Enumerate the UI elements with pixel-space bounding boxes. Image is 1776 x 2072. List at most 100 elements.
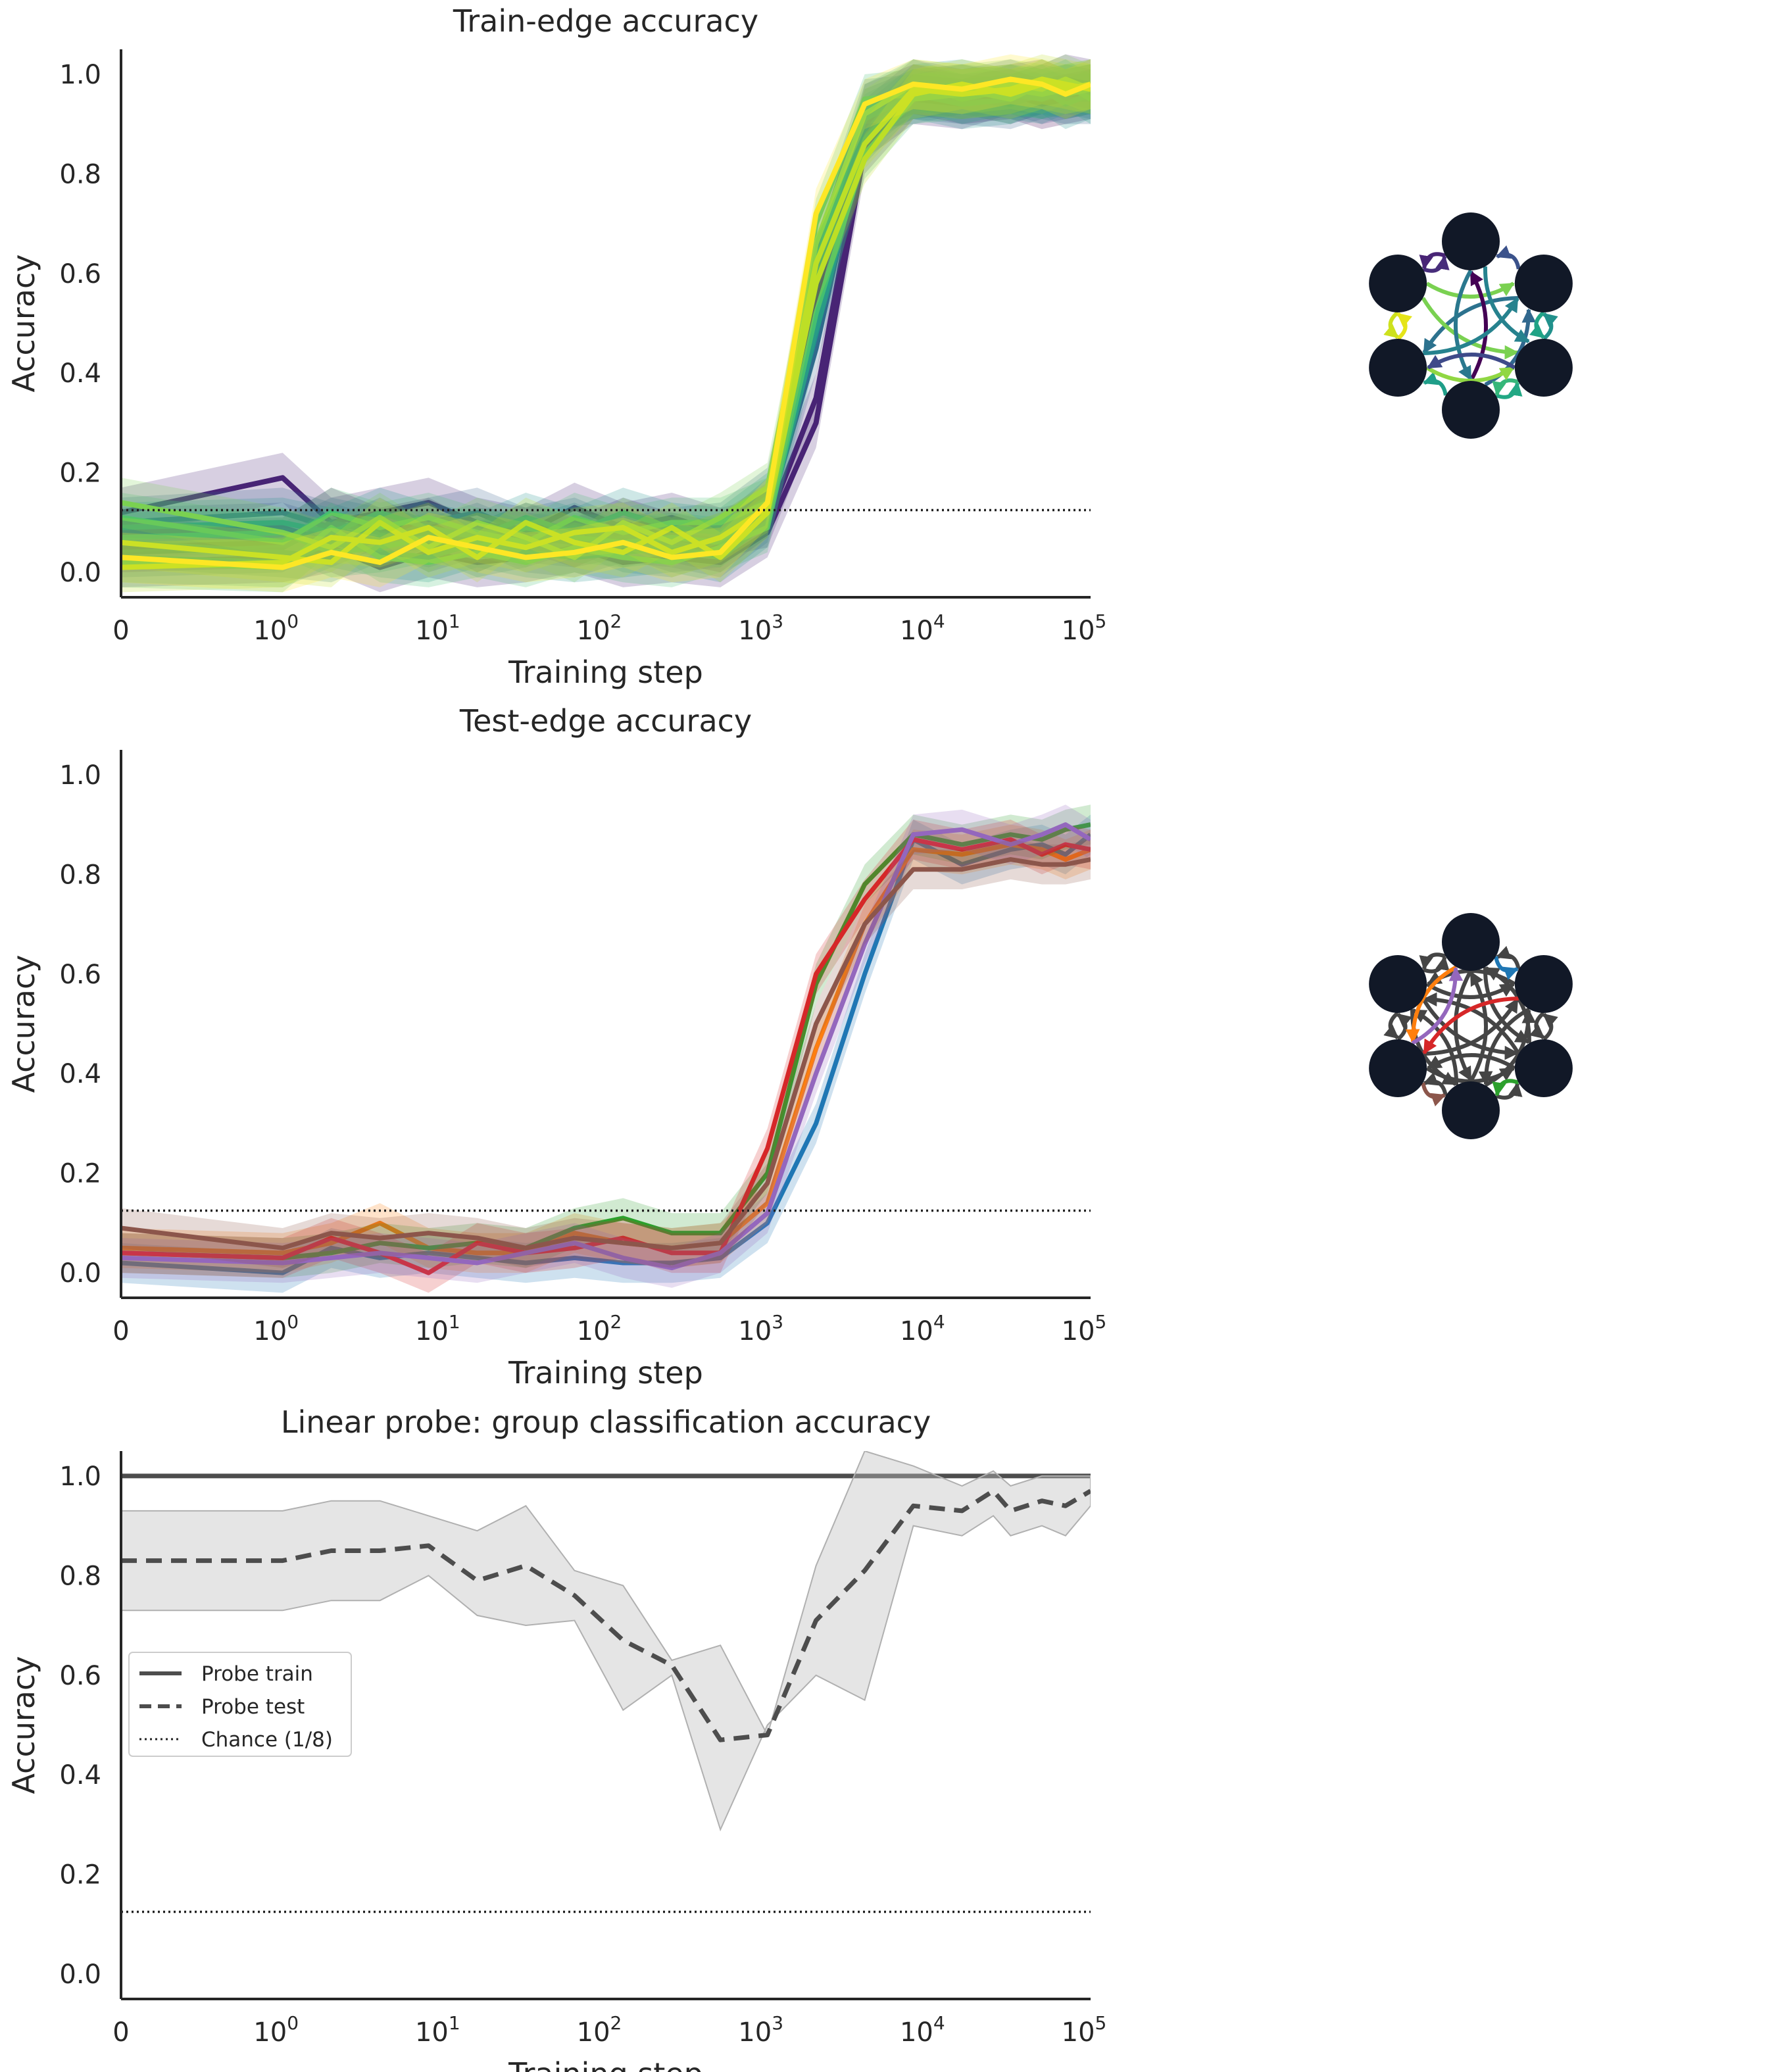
legend-label-probe-train: Probe train xyxy=(201,1662,313,1686)
graph-edge xyxy=(1411,966,1464,1045)
graph-node xyxy=(1442,913,1500,971)
y-tick-label: 0.6 xyxy=(59,259,101,289)
graph-edge xyxy=(1422,992,1521,1055)
series-band xyxy=(121,59,1091,593)
graph-node xyxy=(1369,1039,1427,1097)
x-tick-label: 104 xyxy=(900,2012,945,2048)
graph-edge xyxy=(1495,946,1521,970)
x-tick-label: 100 xyxy=(253,1311,299,1346)
series-band xyxy=(121,1451,1091,1832)
series-line xyxy=(121,857,1091,1250)
y-axis-label: Accuracy xyxy=(6,954,41,1093)
x-tick-label: 101 xyxy=(415,610,460,646)
legend-label-chance: Chance (1/8) xyxy=(201,1728,333,1752)
x-tick-label: 102 xyxy=(577,2012,622,2048)
graph-edge xyxy=(1483,266,1530,343)
x-tick-label: 100 xyxy=(253,2012,299,2048)
y-tick-label: 0.6 xyxy=(59,960,101,990)
plot-area xyxy=(121,1451,1091,1832)
series-band xyxy=(121,820,1091,1293)
chart-title: Linear probe: group classification accur… xyxy=(281,1404,931,1440)
series-band xyxy=(121,54,1091,583)
train-accuracy-panel: Train-edge accuracy 0.0 0.2 0.4 0.6 0.8 1.0 0 10… xyxy=(6,3,1106,690)
graph-edge xyxy=(1484,308,1537,387)
x-tick-label: 0 xyxy=(112,1316,129,1346)
graph-edge xyxy=(1419,252,1446,270)
x-tick-label: 103 xyxy=(738,2012,783,2048)
series-band xyxy=(121,59,1091,568)
graph-node xyxy=(1369,255,1427,312)
graph-node xyxy=(1514,955,1573,1013)
x-axis-label: Training step xyxy=(508,2056,703,2072)
series-band xyxy=(121,59,1091,593)
graph-edge xyxy=(1383,1011,1400,1040)
series-line xyxy=(121,76,1091,560)
series-band xyxy=(121,804,1091,1288)
plot-area xyxy=(121,54,1091,593)
graph-edge xyxy=(1425,366,1515,383)
x-tick-label: 105 xyxy=(1062,2012,1107,2048)
graph-node xyxy=(1514,1039,1573,1097)
graph-edge xyxy=(1396,312,1412,341)
graph-edge xyxy=(1529,1011,1545,1040)
legend: Probe train Probe test Chance (1/8) xyxy=(128,1652,352,1757)
graph-node xyxy=(1514,255,1573,312)
chart-title: Test-edge accuracy xyxy=(459,703,752,739)
series-band xyxy=(121,839,1091,1268)
x-tick-label: 105 xyxy=(1062,1311,1107,1346)
graph-edge xyxy=(1425,282,1515,299)
series-band xyxy=(121,69,1091,568)
y-tick-label: 0.0 xyxy=(59,1258,101,1289)
graph-node xyxy=(1369,955,1427,1013)
x-tick-label: 100 xyxy=(253,610,299,646)
series-line xyxy=(121,822,1091,1260)
y-tick-label: 1.0 xyxy=(59,760,101,791)
graph-node xyxy=(1442,212,1500,270)
graph-edge xyxy=(1495,245,1521,270)
legend-label-probe-test: Probe test xyxy=(201,1695,305,1719)
graph-edge xyxy=(1405,965,1458,1044)
graph-edge xyxy=(1421,1082,1446,1106)
graph-edge xyxy=(1396,1012,1412,1041)
series-line xyxy=(121,842,1091,1256)
x-tick-label: 102 xyxy=(577,1311,622,1346)
y-tick-label: 0.4 xyxy=(59,1760,101,1790)
graph-edge xyxy=(1494,956,1519,980)
series-band xyxy=(121,59,1091,558)
series-band xyxy=(121,54,1091,593)
x-axis-label: Training step xyxy=(508,1355,703,1391)
graph-edge xyxy=(1427,1053,1516,1070)
x-tick-label: 103 xyxy=(738,1311,783,1346)
graph-edge xyxy=(1422,372,1448,396)
graph-node xyxy=(1514,339,1573,397)
graph-edge xyxy=(1495,381,1523,399)
test-accuracy-panel: Test-edge accuracy 0.0 0.2 0.4 0.6 0.8 1.0 0 100… xyxy=(6,703,1106,1391)
y-tick-label: 1.0 xyxy=(59,1462,101,1492)
x-tick-label: 102 xyxy=(577,610,622,646)
y-axis-label: Accuracy xyxy=(6,254,41,392)
y-tick-label: 0.2 xyxy=(59,458,101,489)
y-tick-label: 0.8 xyxy=(59,860,101,890)
y-tick-label: 0.0 xyxy=(59,558,101,588)
plot-area xyxy=(121,804,1091,1293)
y-axis-label: Accuracy xyxy=(6,1656,41,1794)
x-tick-label: 0 xyxy=(112,2017,129,2048)
x-tick-label: 104 xyxy=(900,610,945,646)
graph-edge xyxy=(1425,1066,1515,1083)
graph-edge xyxy=(1453,970,1473,1081)
series-line xyxy=(121,76,1091,570)
graph-edge xyxy=(1469,971,1489,1083)
graph-edge xyxy=(1410,1009,1457,1086)
graph-edge xyxy=(1492,378,1519,397)
graph-edge xyxy=(1542,312,1558,341)
y-tick-label: 0.2 xyxy=(59,1860,101,1890)
y-tick-label: 0.6 xyxy=(59,1661,101,1691)
x-tick-label: 103 xyxy=(738,610,783,646)
graph-edge xyxy=(1421,997,1519,1060)
x-tick-label: 0 xyxy=(112,616,129,646)
y-tick-label: 0.4 xyxy=(59,358,101,389)
graph-edge xyxy=(1453,269,1473,381)
graph-edge xyxy=(1542,1012,1558,1041)
graph-edge xyxy=(1383,310,1400,339)
